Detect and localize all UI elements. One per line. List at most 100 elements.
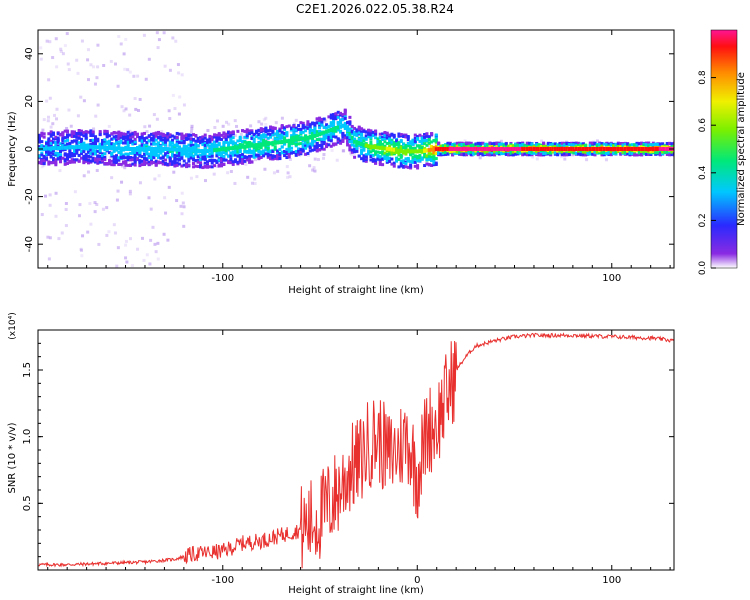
band-cell xyxy=(413,160,417,164)
band-cell xyxy=(315,130,319,134)
band-cell xyxy=(234,151,238,155)
band-cell xyxy=(350,132,354,136)
ridge-cell xyxy=(66,145,70,150)
band-cell xyxy=(117,140,121,144)
ridge-cell xyxy=(367,144,371,149)
band-cell xyxy=(332,132,336,136)
y-tick-label: -20 xyxy=(24,188,35,204)
band-cell xyxy=(542,151,546,155)
ridge-cell xyxy=(661,147,665,151)
ridge-cell xyxy=(474,147,478,151)
band-cell xyxy=(178,151,182,155)
band-cell xyxy=(367,130,371,134)
band-cell xyxy=(75,139,79,143)
band-cell xyxy=(136,135,140,139)
band-cell xyxy=(105,135,109,139)
band-cell xyxy=(374,159,378,163)
band-cell xyxy=(630,149,634,153)
band-cell xyxy=(350,143,354,147)
band-cell xyxy=(220,158,224,162)
band-cell xyxy=(152,139,156,143)
band-cell xyxy=(451,143,455,147)
noise-cell xyxy=(221,124,225,128)
band-cell xyxy=(364,159,368,163)
band-cell xyxy=(313,124,317,128)
band-cell xyxy=(425,134,429,138)
band-cell xyxy=(411,146,415,150)
band-cell xyxy=(112,157,116,161)
ridge-cell xyxy=(369,144,373,149)
band-cell xyxy=(360,127,364,131)
noise-cell xyxy=(42,163,46,167)
ridge-cell xyxy=(399,149,403,154)
band-cell xyxy=(299,142,303,146)
band-cell xyxy=(215,143,219,147)
ridge-cell xyxy=(563,147,567,151)
ridge-cell xyxy=(171,147,175,152)
band-cell xyxy=(658,153,662,157)
y-tick-label: 40 xyxy=(24,47,35,60)
band-cell xyxy=(301,121,305,125)
band-cell xyxy=(175,131,179,135)
ridge-cell xyxy=(297,137,301,142)
band-cell xyxy=(378,136,382,140)
band-cell xyxy=(353,130,357,134)
noise-cell xyxy=(155,31,159,35)
band-cell xyxy=(446,141,450,145)
band-cell xyxy=(325,126,329,130)
band-cell xyxy=(94,140,98,144)
band-cell xyxy=(665,150,669,154)
band-cell xyxy=(213,164,217,168)
ridge-cell xyxy=(276,140,280,145)
band-cell xyxy=(488,141,492,145)
band-cell xyxy=(588,143,592,147)
band-cell xyxy=(182,159,186,163)
band-cell xyxy=(115,158,119,162)
band-cell xyxy=(66,157,70,161)
band-cell xyxy=(182,163,186,167)
noise-cell xyxy=(156,241,160,245)
band-cell xyxy=(299,121,303,125)
band-cell xyxy=(73,149,77,153)
y-tick-label: 20 xyxy=(24,95,35,108)
band-cell xyxy=(385,136,389,140)
band-cell xyxy=(329,122,333,126)
band-cell xyxy=(203,136,207,140)
band-cell xyxy=(325,135,329,139)
band-cell xyxy=(437,141,441,145)
ridge-cell xyxy=(544,147,548,151)
band-cell xyxy=(152,154,156,158)
band-cell xyxy=(383,144,387,148)
y-tick-label: -40 xyxy=(24,236,35,252)
band-cell xyxy=(182,152,186,156)
noise-cell xyxy=(604,158,608,162)
band-cell xyxy=(334,135,338,139)
band-cell xyxy=(453,151,457,155)
ridge-cell xyxy=(644,147,648,151)
ridge-cell xyxy=(159,147,163,151)
band-cell xyxy=(91,134,95,138)
band-cell xyxy=(229,159,233,163)
band-cell xyxy=(453,149,457,153)
band-cell xyxy=(224,150,228,154)
ridge-cell xyxy=(82,144,86,149)
band-cell xyxy=(38,134,41,138)
page-title: C2E1.2026.022.05.38.R24 xyxy=(296,2,454,16)
ridge-cell xyxy=(231,145,235,150)
band-cell xyxy=(369,154,373,158)
band-cell xyxy=(311,129,315,133)
band-cell xyxy=(171,141,175,145)
band-cell xyxy=(189,153,193,157)
noise-cell xyxy=(178,95,182,99)
band-cell xyxy=(572,144,576,148)
band-cell xyxy=(124,139,128,143)
band-cell xyxy=(294,149,298,153)
band-cell xyxy=(154,149,158,153)
band-cell xyxy=(318,116,322,120)
band-cell xyxy=(320,144,324,148)
band-cell xyxy=(609,153,613,157)
band-cell xyxy=(605,143,609,147)
noise-cell xyxy=(154,250,158,254)
band-cell xyxy=(131,151,135,155)
band-cell xyxy=(280,130,284,134)
